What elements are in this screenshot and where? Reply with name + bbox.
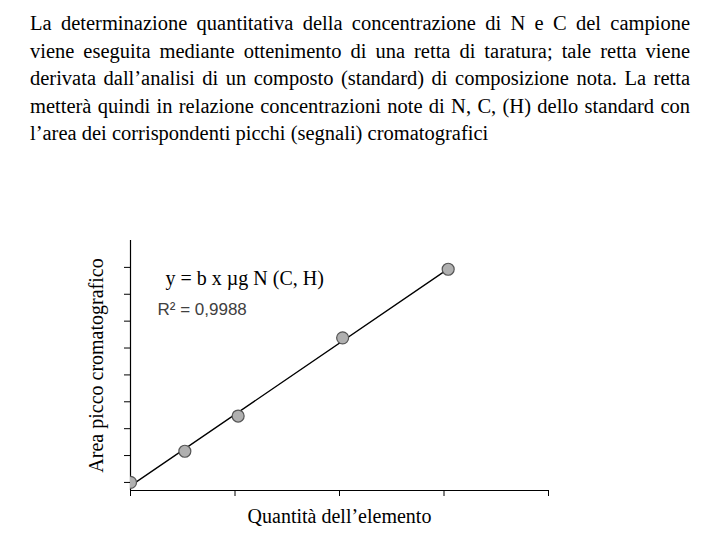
svg-text:y = b x µg N (C, H): y = b x µg N (C, H) (166, 267, 324, 290)
html-text:La determinazione quantitativa: La determinazione quantitativa della con… (30, 12, 690, 145)
svg-text:Quantità dell’elemento: Quantità dell’elemento (248, 505, 432, 527)
svg-text:R² = 0,9988: R² = 0,9988 (158, 300, 247, 319)
svg-text:Area picco cromatografico: Area picco cromatografico (85, 258, 108, 472)
